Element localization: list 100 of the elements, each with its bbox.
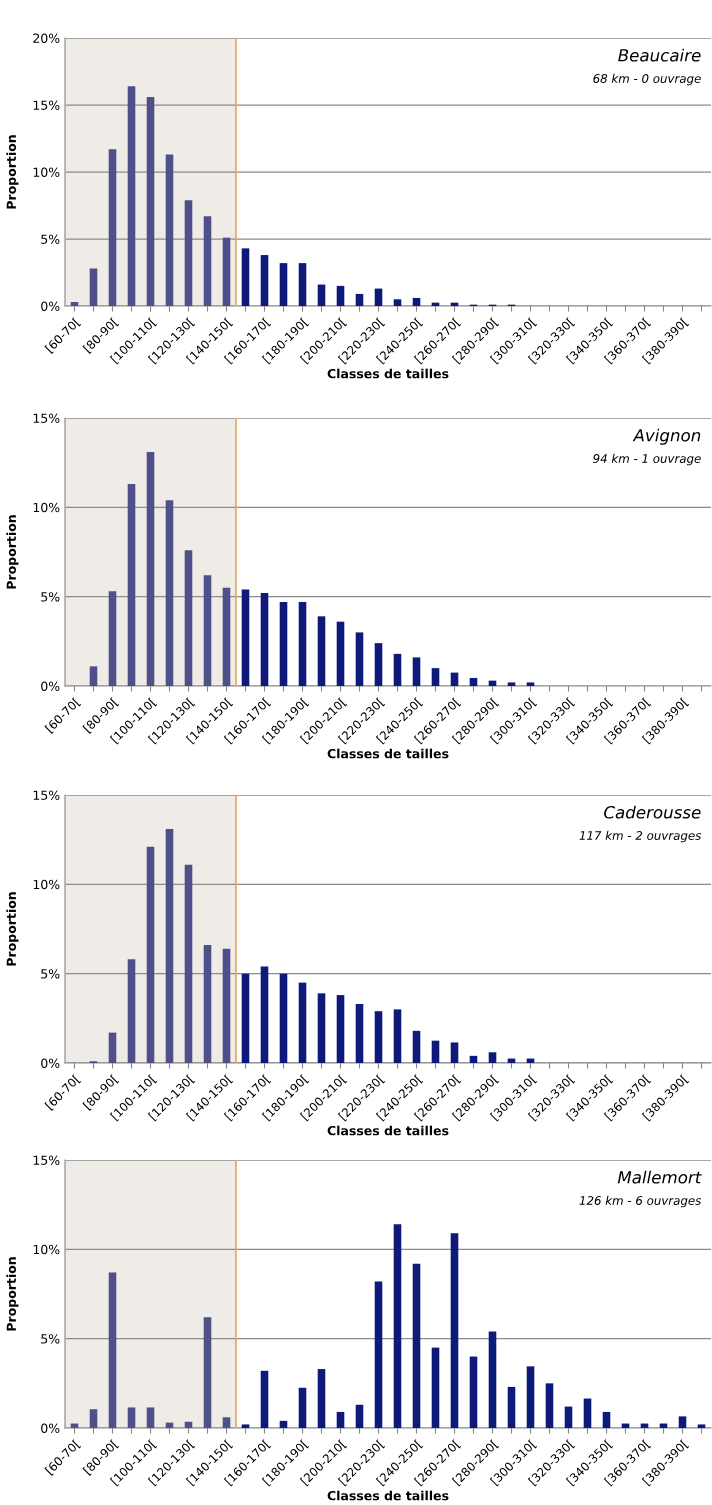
bar xyxy=(412,297,421,306)
y-tick-label: 10% xyxy=(33,502,60,513)
y-tick-label: 0% xyxy=(41,681,60,691)
bar xyxy=(298,602,307,686)
bar xyxy=(469,677,478,686)
bar xyxy=(431,1040,440,1063)
text: Beaucaire xyxy=(618,48,701,62)
bar xyxy=(279,1420,288,1428)
bar xyxy=(298,982,307,1063)
y-tick-label: 5% xyxy=(41,234,60,244)
bar xyxy=(412,657,421,686)
y-tick-label: 10% xyxy=(33,879,60,890)
bar xyxy=(507,1386,516,1428)
bar xyxy=(165,500,174,686)
bar xyxy=(583,1398,592,1428)
bar xyxy=(469,1055,478,1063)
y-tick-label: 5% xyxy=(41,592,60,602)
bar xyxy=(355,632,364,686)
bar xyxy=(146,846,155,1063)
x-axis-title: Classes de tailles xyxy=(327,748,449,759)
bar xyxy=(89,1409,98,1428)
bar xyxy=(89,666,98,686)
bar xyxy=(260,1370,269,1428)
bar xyxy=(431,668,440,686)
bar xyxy=(412,1263,421,1428)
x-axis-title: Classes de tailles xyxy=(327,1490,449,1501)
bar xyxy=(317,284,326,306)
bar xyxy=(450,1233,459,1428)
text: Mallemort xyxy=(617,1170,702,1184)
y-axis-title: Proportion xyxy=(6,892,19,966)
bar xyxy=(317,993,326,1063)
bar xyxy=(469,1356,478,1428)
bar xyxy=(279,263,288,306)
y-axis-title: Proportion xyxy=(6,515,19,589)
bar xyxy=(108,1032,117,1063)
y-tick-label: 5% xyxy=(41,1334,60,1344)
text: 117 km - 2 ouvrages xyxy=(579,830,702,843)
bar xyxy=(89,268,98,306)
y-tick-label: 15% xyxy=(33,100,60,110)
bar xyxy=(184,200,193,306)
bar xyxy=(488,1052,497,1063)
bar xyxy=(127,484,136,686)
bar xyxy=(355,1004,364,1063)
bar xyxy=(526,682,535,686)
y-tick-label: 0% xyxy=(41,301,60,311)
bar xyxy=(393,1009,402,1063)
bar xyxy=(355,293,364,306)
bar xyxy=(146,451,155,686)
bar xyxy=(127,1407,136,1428)
bar xyxy=(203,575,212,686)
x-axis-title: Classes de tailles xyxy=(327,1125,449,1136)
y-tick-label: 20% xyxy=(33,33,60,43)
y-tick-label: 15% xyxy=(33,413,60,423)
bar xyxy=(412,1030,421,1063)
bar xyxy=(678,1416,687,1428)
bar xyxy=(165,154,174,306)
y-tick-label: 0% xyxy=(41,1058,60,1068)
bar xyxy=(393,299,402,306)
bar xyxy=(336,285,345,306)
bar xyxy=(374,288,383,306)
bar xyxy=(393,653,402,686)
bar xyxy=(127,86,136,306)
bar xyxy=(184,864,193,1063)
bar xyxy=(241,589,250,686)
bar xyxy=(127,959,136,1063)
bar xyxy=(70,301,79,306)
bar xyxy=(146,96,155,306)
x-axis-title: Classes de tailles xyxy=(327,368,449,379)
bar xyxy=(697,1424,706,1428)
bar xyxy=(374,1011,383,1063)
text: 126 km - 6 ouvrages xyxy=(579,1195,702,1208)
bar xyxy=(279,973,288,1063)
bar xyxy=(146,1407,155,1428)
y-tick-label: 15% xyxy=(33,790,60,800)
bar xyxy=(203,216,212,306)
bar xyxy=(165,828,174,1063)
bar xyxy=(317,1369,326,1428)
bar xyxy=(488,1331,497,1428)
bar xyxy=(241,248,250,306)
bar xyxy=(507,682,516,686)
y-tick-label: 10% xyxy=(33,1244,60,1255)
bar xyxy=(298,263,307,306)
bar xyxy=(203,1317,212,1428)
bar xyxy=(241,1424,250,1428)
text: Caderousse xyxy=(604,805,701,819)
text: 94 km - 1 ouvrage xyxy=(593,453,701,466)
bar xyxy=(108,1272,117,1428)
bar xyxy=(108,591,117,686)
bar xyxy=(374,1281,383,1428)
bar xyxy=(526,1366,535,1428)
bar xyxy=(450,1042,459,1063)
text: Avignon xyxy=(632,428,701,445)
bar xyxy=(260,966,269,1063)
bar xyxy=(222,948,231,1063)
bar xyxy=(298,1387,307,1428)
bar xyxy=(336,1411,345,1428)
bar xyxy=(393,1224,402,1428)
bar xyxy=(260,255,269,306)
y-tick-label: 10% xyxy=(33,167,60,177)
text: 68 km - 0 ouvrage xyxy=(593,73,701,86)
